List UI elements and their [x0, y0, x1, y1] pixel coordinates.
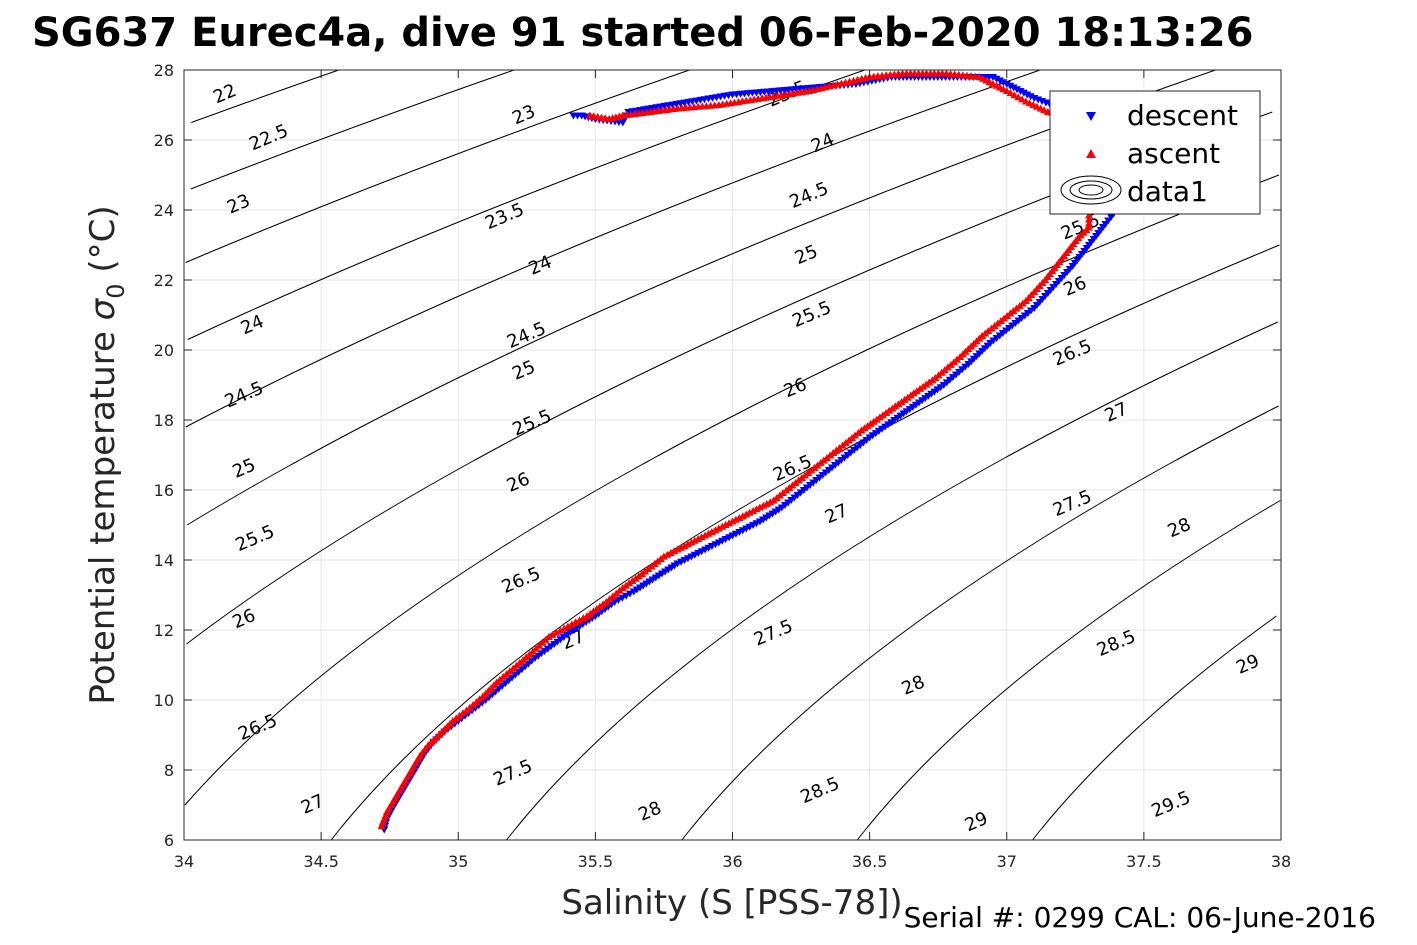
- ascent-point: [552, 628, 561, 636]
- ascent-point: [1018, 95, 1027, 103]
- x-tick-label: 35: [448, 852, 468, 871]
- isopycnal-line: [186, 69, 1216, 526]
- ascent-point: [1010, 91, 1019, 99]
- ascent-point: [711, 526, 720, 534]
- ascent-point: [738, 512, 747, 520]
- isopycnal-line: [681, 405, 1279, 841]
- ascent-point: [560, 624, 569, 632]
- ascent-point: [585, 111, 594, 119]
- x-axis-label: Salinity (S [PSS-78]): [561, 883, 902, 923]
- y-tick-label: 24: [154, 201, 174, 220]
- legend-box: [1049, 90, 1261, 215]
- descent-point: [622, 592, 631, 600]
- serial-calibration-note: Serial #: 0299 CAL: 06-June-2016: [904, 901, 1376, 934]
- y-tick-label: 6: [164, 831, 174, 850]
- ascent-point: [1040, 106, 1049, 114]
- ascent-point: [766, 498, 775, 506]
- ascent-point: [690, 536, 699, 544]
- isopycnal-line: [187, 69, 865, 340]
- ascent-point: [677, 543, 686, 551]
- ascent-point: [725, 519, 734, 527]
- legend-contour-icon: [1060, 175, 1122, 205]
- y-tick-label: 28: [154, 61, 174, 80]
- ascent-point: [1006, 89, 1015, 97]
- ascent-point: [556, 626, 565, 634]
- isopycnal-line: [191, 69, 339, 123]
- ascent-point: [663, 550, 672, 558]
- ascent-point: [575, 616, 584, 624]
- ascent-point: [683, 540, 692, 548]
- y-tick-label: 16: [154, 481, 174, 500]
- x-tick-label: 38: [1271, 852, 1291, 871]
- ascent-point: [1014, 93, 1023, 101]
- y-tick-label: 20: [154, 341, 174, 360]
- ascent-point: [1085, 219, 1093, 227]
- isopycnal-line: [330, 244, 1280, 841]
- axis-ticks: 34 34.5 35 35.5 36 36.5 37 37.5 38 6 8 10 12 14 16 18 20…: [154, 61, 1292, 871]
- ascent-point: [755, 503, 764, 511]
- isopycnal-line: [1032, 615, 1277, 841]
- ascent-point: [704, 529, 713, 537]
- ascent-point: [459, 709, 467, 717]
- x-tick-label: 34: [174, 852, 194, 871]
- ascent-point: [752, 505, 761, 513]
- isopycnal-line: [186, 111, 1273, 645]
- y-tick-label: 14: [154, 551, 174, 570]
- isopycnal-line: [185, 69, 690, 263]
- ascent-point: [579, 614, 588, 622]
- legend: descent ascent data1: [1049, 90, 1261, 215]
- ascent-point: [731, 515, 740, 523]
- ascent-point: [548, 630, 557, 638]
- x-tick-label: 34.5: [303, 852, 339, 871]
- x-tick-label: 37.5: [1126, 852, 1162, 871]
- descent-point: [625, 590, 634, 598]
- y-tick-label: 26: [154, 131, 174, 150]
- ascent-point: [1029, 101, 1038, 108]
- isopycnal-line: [506, 321, 1279, 841]
- legend-ascent-marker: [1086, 149, 1096, 158]
- legend-ascent-label: ascent: [1127, 137, 1220, 170]
- isopycnal-line: [184, 174, 1280, 806]
- ascent-point: [992, 81, 1001, 89]
- x-tick-label: 35.5: [578, 852, 614, 871]
- ascent-point: [1036, 104, 1045, 112]
- ascent-point: [1085, 211, 1093, 219]
- density-contours: [184, 69, 1281, 841]
- ascent-point: [571, 618, 580, 626]
- isopycnal-line: [185, 69, 1041, 428]
- y-tick-label: 18: [154, 411, 174, 430]
- ascent-point: [670, 547, 679, 555]
- ascent-point: [563, 622, 572, 630]
- y-tick-label: 10: [154, 691, 174, 710]
- x-tick-label: 36: [722, 852, 742, 871]
- ascent-point: [985, 78, 994, 86]
- isopycnal-line: [190, 69, 515, 190]
- chart-title: SG637 Eurec4a, dive 91 started 06-Feb-20…: [32, 10, 1253, 56]
- ascent-point: [697, 533, 706, 541]
- legend-data1-label: data1: [1127, 175, 1208, 208]
- ascent-point: [1085, 215, 1093, 223]
- x-tick-label: 36.5: [852, 852, 888, 871]
- y-tick-label: 12: [154, 621, 174, 640]
- y-axis-label: Potential temperature σ0 (°C): [83, 205, 130, 704]
- ascent-point: [1085, 223, 1093, 231]
- legend-descent-marker: [1086, 112, 1096, 121]
- y-tick-label: 22: [154, 271, 174, 290]
- ascent-point: [999, 85, 1008, 93]
- ascent-point: [978, 74, 987, 82]
- ascent-point: [745, 508, 754, 516]
- descent-point: [569, 112, 578, 120]
- y-tick-label: 8: [164, 761, 174, 780]
- ascent-point: [544, 633, 553, 640]
- ascent-point: [1021, 97, 1030, 105]
- x-tick-label: 37: [997, 852, 1017, 871]
- ascent-point: [718, 522, 727, 530]
- legend-descent-label: descent: [1127, 99, 1238, 132]
- isopycnal-line: [856, 500, 1281, 841]
- ascent-point: [567, 620, 576, 628]
